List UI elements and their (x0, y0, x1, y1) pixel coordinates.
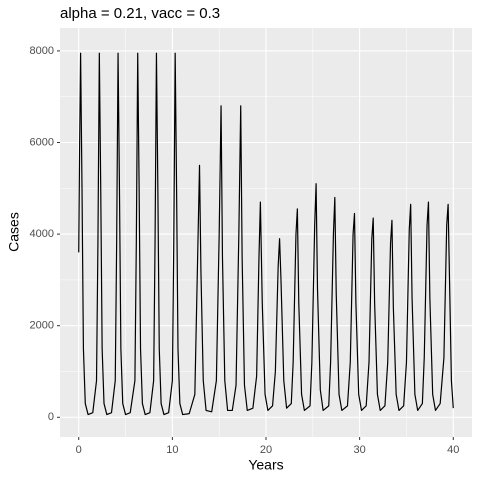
y-tick-label: 4000 (30, 228, 54, 240)
x-tick-label: 30 (354, 444, 366, 456)
y-tick-label: 8000 (30, 45, 54, 57)
y-tick-label: 2000 (30, 320, 54, 332)
chart-title: alpha = 0.21, vacc = 0.3 (60, 5, 220, 22)
x-tick-label: 10 (166, 444, 178, 456)
x-tick-label: 20 (260, 444, 272, 456)
y-axis-label: Cases (6, 212, 22, 252)
x-tick-label: 0 (76, 444, 82, 456)
y-tick-label: 6000 (30, 136, 54, 148)
x-tick-label: 40 (447, 444, 459, 456)
x-axis-label: Years (248, 457, 283, 473)
y-tick-label: 0 (48, 411, 54, 423)
line (78, 52, 454, 416)
